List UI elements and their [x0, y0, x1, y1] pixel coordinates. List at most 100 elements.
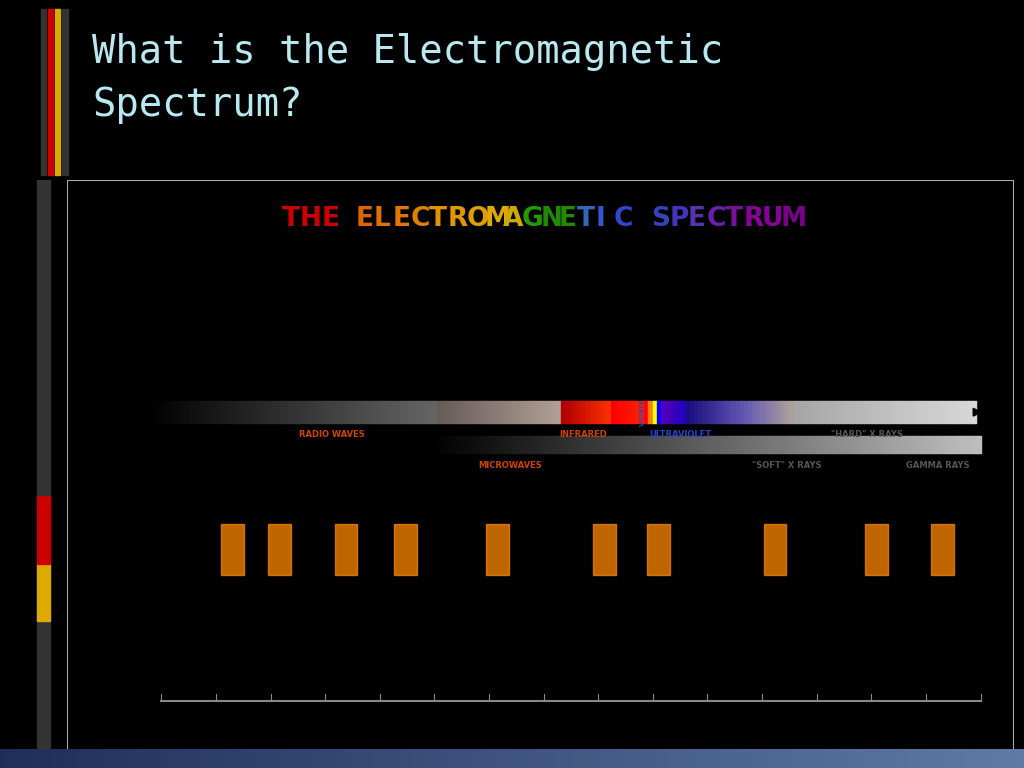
Text: G: G [521, 207, 544, 232]
Text: S: S [651, 207, 670, 232]
Text: $10^{-6}$: $10^{-6}$ [315, 677, 335, 690]
Text: $10^{-9}$: $10^{-9}$ [806, 245, 827, 257]
Bar [394, 524, 417, 575]
Text: $10^{-5}$: $10^{-5}$ [371, 677, 389, 690]
Text: $10^{5}$: $10^{5}$ [919, 677, 933, 690]
Text: $10^{-8}$: $10^{-8}$ [206, 677, 225, 690]
Text: "SOFT" X RAYS: "SOFT" X RAYS [752, 461, 821, 470]
Text: T: T [429, 207, 447, 232]
Text: E: E [392, 207, 411, 232]
Text: X-Ray
Machines: X-Ray Machines [861, 584, 892, 597]
Text: $10^{-3}$: $10^{-3}$ [479, 677, 499, 690]
Bar [62, 9, 68, 175]
Text: $10^{-4}$: $10^{-4}$ [534, 245, 554, 257]
Text: $10^{2}$: $10^{2}$ [208, 245, 224, 257]
Text: $10^{-10}$: $10^{-10}$ [859, 245, 884, 257]
Text: M: M [780, 207, 807, 232]
Text: MICROWAVES: MICROWAVES [478, 461, 542, 470]
Text: The ALS: The ALS [762, 584, 788, 590]
Text: VISIBLE: VISIBLE [640, 399, 645, 426]
Text: AM
Radio: AM Radio [223, 584, 242, 597]
Text: $10^{16}$: $10^{16}$ [743, 605, 763, 617]
Text: $10^{1}$: $10^{1}$ [262, 245, 279, 257]
Text: $10^{18}$: $10^{18}$ [857, 605, 877, 617]
Bar [932, 524, 954, 575]
Text: E: E [355, 207, 374, 232]
Text: $10^{-6}$: $10^{-6}$ [642, 245, 664, 257]
Bar [647, 524, 670, 575]
Text: I: I [596, 207, 605, 232]
Text: ULTRAVIOLET: ULTRAVIOLET [649, 430, 712, 439]
Text: $10^{10}$: $10^{10}$ [402, 605, 422, 617]
Text: "HARD" X RAYS: "HARD" X RAYS [831, 430, 903, 439]
Bar [37, 564, 50, 621]
Text: Soccer
Field: Soccer Field [193, 346, 216, 359]
Text: $10^{-1}$: $10^{-1}$ [370, 245, 390, 257]
Text: $10^{6}$: $10^{6}$ [973, 677, 988, 690]
Text: Microwave
Oven: Microwave Oven [388, 584, 423, 597]
Text: U: U [762, 207, 783, 232]
Bar [37, 495, 50, 564]
Bar [221, 524, 244, 575]
Text: E: E [559, 207, 577, 232]
Text: $10^{-12}$: $10^{-12}$ [969, 245, 993, 257]
Text: T: T [725, 207, 742, 232]
Text: lower: lower [167, 633, 189, 642]
Text: longer: longer [171, 273, 199, 282]
Text: $10^{7}$: $10^{7}$ [233, 605, 250, 617]
Text: O: O [466, 207, 488, 232]
Text: Radioactive
Elements: Radioactive Elements [924, 584, 963, 597]
Text: Frequency
(waves per
second): Frequency (waves per second) [82, 609, 128, 639]
Bar [486, 524, 509, 575]
Bar [764, 524, 786, 575]
Text: THE: THE [282, 207, 349, 232]
Text: FM Radio: FM Radio [331, 584, 361, 590]
Text: $10^{4}$: $10^{4}$ [864, 677, 879, 690]
Text: higher: higher [950, 633, 977, 642]
Text: $10^{15}$: $10^{15}$ [687, 605, 707, 617]
Text: $10^{8}$: $10^{8}$ [291, 605, 306, 617]
Text: R: R [447, 207, 468, 232]
Text: Light Bulb: Light Bulb [642, 584, 675, 590]
Bar [335, 524, 357, 575]
Text: $10^{11}$: $10^{11}$ [460, 605, 479, 617]
Text: $10^{3}$: $10^{3}$ [154, 245, 169, 257]
Text: Water Molecule: Water Molecule [798, 346, 851, 353]
Text: $10^{-1}$: $10^{-1}$ [589, 677, 608, 690]
Text: House: House [255, 346, 276, 353]
Text: A: A [503, 207, 523, 232]
Text: This Period: This Period [478, 346, 517, 353]
Text: $10^{3}$: $10^{3}$ [809, 677, 824, 690]
Text: M: M [484, 207, 511, 232]
Text: C: C [411, 207, 430, 232]
Text: $10^{-8}$: $10^{-8}$ [752, 245, 772, 257]
Text: $10^{-7}$: $10^{-7}$ [261, 677, 281, 690]
Bar [55, 9, 60, 175]
Text: P: P [670, 207, 689, 232]
Text: $10^{-4}$: $10^{-4}$ [425, 677, 444, 690]
Text: N: N [541, 207, 562, 232]
Text: Baseball: Baseball [341, 346, 371, 353]
Text: Wavelength
(in meters): Wavelength (in meters) [75, 253, 128, 273]
Text: $10^{12}$: $10^{12}$ [516, 605, 536, 617]
Text: $10^{19}$: $10^{19}$ [913, 605, 934, 617]
Bar [48, 9, 53, 175]
Text: $1$: $1$ [322, 247, 329, 257]
Text: $10^{9}$: $10^{9}$ [347, 605, 364, 617]
Text: rf
Cavity: rf Cavity [269, 584, 290, 597]
Text: $10^{-2}$: $10^{-2}$ [535, 677, 553, 690]
Text: $10^{-5}$: $10^{-5}$ [588, 245, 608, 257]
Text: C: C [707, 207, 726, 232]
Text: $10^{1}$: $10^{1}$ [700, 677, 715, 690]
Text: R: R [743, 207, 764, 232]
Text: INFRARED: INFRARED [559, 430, 606, 439]
Text: RADIO WAVES: RADIO WAVES [299, 430, 365, 439]
Text: Virus: Virus [672, 346, 689, 353]
Bar [865, 524, 888, 575]
Text: $10^{13}$: $10^{13}$ [572, 605, 593, 617]
Text: Protein: Protein [734, 346, 759, 353]
Text: $10^{14}$: $10^{14}$ [630, 605, 649, 617]
Bar [593, 524, 615, 575]
Text: $10^{-11}$: $10^{-11}$ [913, 245, 938, 257]
Text: shorter: shorter [944, 273, 975, 282]
